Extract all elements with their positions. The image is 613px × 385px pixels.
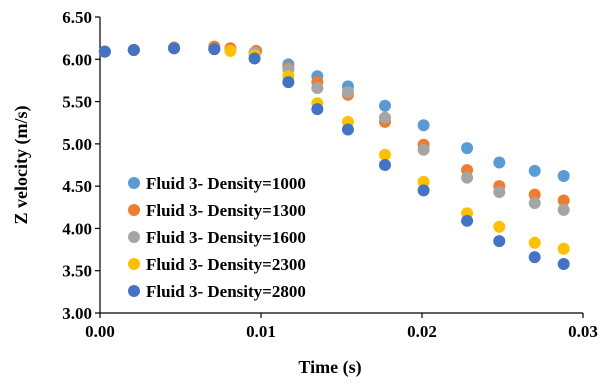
y-tick-label: 3.50 [62,262,92,281]
data-point [528,236,541,249]
legend-marker [128,231,140,243]
data-point [557,203,570,216]
data-point [493,186,506,199]
data-point [528,251,541,264]
data-point [493,220,506,233]
legend-marker [128,177,140,189]
y-tick-label: 4.50 [62,177,92,196]
series-1-points [98,42,570,182]
data-point [493,235,506,248]
x-tick-label: 0.02 [407,322,437,341]
y-tick-label: 5.00 [62,135,92,154]
data-point [493,156,506,169]
data-point [557,257,570,270]
data-point [461,214,474,227]
x-axis-title: Time (s) [298,357,361,378]
legend-label: Fluid 3- Density=1300 [146,201,306,220]
y-tick-label: 6.50 [62,8,92,27]
legend-marker [128,258,140,270]
x-axis-ticks: 0.00 0.01 0.02 0.03 [85,313,598,341]
data-point [378,99,391,112]
data-point [528,197,541,210]
y-tick-label: 3.00 [62,304,92,323]
data-point [528,188,541,201]
legend-label: Fluid 3- Density=1600 [146,228,306,247]
data-point [461,171,474,184]
legend-marker [128,285,140,297]
y-tick-label: 5.50 [62,93,92,112]
data-point [311,82,324,95]
data-point [98,45,111,58]
data-point [557,194,570,207]
data-point [461,142,474,155]
legend: Fluid 3- Density=1000 Fluid 3- Density=13… [128,174,306,301]
data-point [528,164,541,177]
legend-label: Fluid 3- Density=2300 [146,255,306,274]
data-point [417,175,430,188]
data-points [98,40,570,270]
data-point [127,43,140,56]
data-point [378,159,391,171]
series-5-points [98,42,570,270]
y-tick-label: 4.00 [62,219,92,238]
data-point [248,52,261,65]
data-point [378,111,391,124]
legend-label: Fluid 3- Density=1000 [146,174,306,193]
legend-marker [128,204,140,216]
x-tick-label: 0.00 [85,322,115,341]
data-point [282,76,295,89]
data-point [378,148,391,161]
data-point [341,86,354,99]
data-point [557,242,570,255]
data-point [417,143,430,156]
data-point [557,169,570,182]
data-point [341,123,354,136]
y-axis: 3.00 3.50 4.00 4.50 5.00 5.50 6.00 6.50 [62,8,101,323]
y-axis-title: Z velocity (m/s) [11,106,32,225]
legend-label: Fluid 3- Density=2800 [146,282,306,301]
data-point [417,184,430,197]
x-axis: 0.00 0.01 0.02 0.03 [85,312,598,341]
data-point [224,44,237,57]
x-tick-label: 0.01 [246,322,276,341]
data-point [311,103,324,116]
data-point [417,119,430,132]
series-4-points [98,42,570,255]
data-point [208,43,221,56]
y-axis-ticks: 3.00 3.50 4.00 4.50 5.00 5.50 6.00 6.50 [62,8,100,323]
x-tick-label: 0.03 [568,322,598,341]
data-point [168,42,181,55]
y-tick-label: 6.00 [62,50,92,69]
